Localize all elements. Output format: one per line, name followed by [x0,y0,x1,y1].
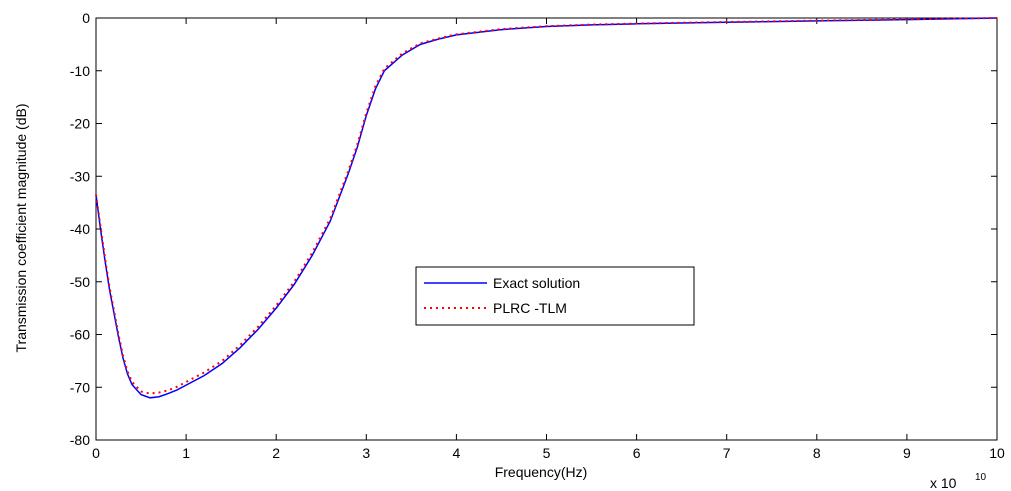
series-layer [95,17,998,399]
x-tick-label: 7 [723,445,731,461]
series-line-plrc [95,17,998,395]
x-tick-label: 10 [989,445,1005,461]
y-tick-label: 0 [82,10,90,26]
x-tick-label: 3 [362,445,370,461]
y-axis-label: Transmission coefficient magnitude (dB) [13,104,29,353]
legend-label-exact: Exact solution [493,275,580,291]
x-exponent-label: x 10 [930,475,957,491]
x-axis-label: Frequency(Hz) [495,464,588,480]
legend-box [415,266,695,326]
x-tick-label: 2 [272,445,280,461]
x-tick-label: 4 [453,445,461,461]
x-tick-label: 6 [633,445,641,461]
x-tick-label: 5 [543,445,551,461]
y-tick-label: -20 [70,116,90,132]
y-tick-label: -50 [70,274,90,290]
x-tick-label: 0 [92,445,100,461]
y-tick-label: -10 [70,63,90,79]
tick-labels: 0 1 2 3 4 5 6 7 8 9 10 0 -10 -20 -30 -40 -50 -60 -70 -80 [70,10,1005,461]
plot-area [95,17,998,441]
legend-label-plrc: PLRC -TLM [493,300,567,316]
legend: Exact solution PLRC -TLM [415,266,695,326]
y-tick-label: -40 [70,221,90,237]
series-line-exact [95,17,998,399]
y-tick-label: -60 [70,327,90,343]
y-tick-label: -30 [70,168,90,184]
x-exponent-power: 10 [975,472,987,483]
x-tick-label: 1 [182,445,190,461]
y-tick-label: -70 [70,379,90,395]
y-tick-label: -80 [70,432,90,448]
x-tick-label: 8 [813,445,821,461]
x-tick-label: 9 [903,445,911,461]
